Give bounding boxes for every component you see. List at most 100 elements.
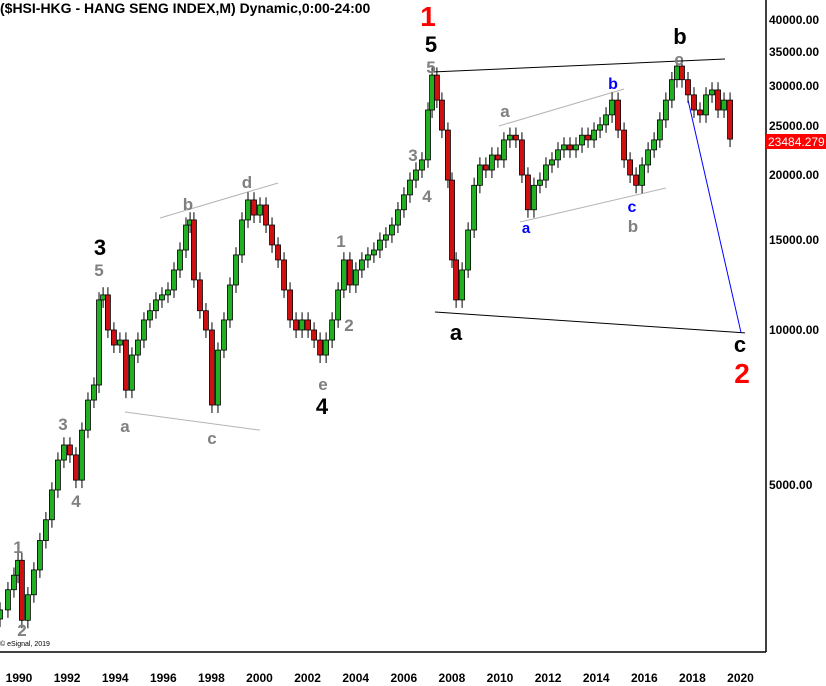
candle bbox=[197, 272, 203, 319]
candle bbox=[483, 157, 489, 179]
trendline bbox=[124, 411, 261, 431]
trendline bbox=[159, 182, 279, 219]
candle bbox=[709, 82, 715, 103]
candle bbox=[191, 212, 197, 288]
candle bbox=[407, 172, 413, 203]
candle bbox=[177, 242, 183, 278]
candle bbox=[395, 202, 401, 234]
candle bbox=[453, 252, 460, 308]
copyright: © eSignal, 2019 bbox=[0, 641, 50, 648]
candle bbox=[11, 567, 17, 598]
candle bbox=[691, 87, 697, 118]
y-tick-label: 15000.00 bbox=[769, 233, 819, 247]
candle bbox=[621, 122, 627, 168]
candle bbox=[549, 152, 555, 173]
last-price: 23484.279 bbox=[768, 135, 825, 149]
candle bbox=[445, 122, 451, 189]
x-tick-label: 2002 bbox=[294, 671, 321, 685]
candle bbox=[531, 177, 537, 218]
x-tick-label: 1990 bbox=[6, 671, 33, 685]
candle bbox=[96, 292, 102, 393]
trendline bbox=[434, 311, 745, 334]
x-tick-label: 1992 bbox=[54, 671, 81, 685]
wave-label: a bbox=[120, 417, 130, 436]
x-tick-label: 2008 bbox=[439, 671, 466, 685]
candle bbox=[79, 422, 85, 489]
candle bbox=[615, 92, 621, 139]
wave-label: 4 bbox=[422, 187, 432, 206]
candle bbox=[501, 132, 507, 168]
wave-label: 1 bbox=[336, 232, 345, 251]
candle bbox=[129, 347, 135, 399]
candle bbox=[123, 332, 129, 399]
candle bbox=[633, 167, 639, 194]
x-tick-label: 2014 bbox=[583, 671, 610, 685]
wave-label: a bbox=[450, 320, 463, 345]
wave-label: b bbox=[183, 195, 193, 214]
candle bbox=[662, 92, 669, 128]
candle bbox=[413, 162, 419, 189]
wave-label: 1 bbox=[420, 1, 436, 32]
x-axis: 1990 1992 1994 1996 1998 2000 2002 2004 2006 2008… bbox=[6, 671, 755, 685]
candle bbox=[495, 147, 501, 168]
candle bbox=[55, 452, 61, 498]
candle bbox=[287, 282, 293, 328]
candle bbox=[135, 332, 141, 364]
candle bbox=[555, 142, 561, 168]
candle bbox=[383, 227, 389, 249]
trendlines bbox=[124, 58, 745, 431]
candle bbox=[471, 177, 478, 238]
last-price-marker: 23484.279 bbox=[766, 134, 826, 149]
candle bbox=[489, 147, 495, 179]
candle bbox=[371, 242, 377, 263]
candle bbox=[419, 152, 425, 179]
candle bbox=[165, 282, 171, 303]
candle bbox=[43, 512, 49, 549]
trendline bbox=[687, 99, 742, 334]
candle bbox=[227, 277, 233, 328]
candle bbox=[329, 312, 336, 349]
candle bbox=[251, 192, 257, 224]
wave-label: b bbox=[673, 24, 686, 49]
wave-label: a bbox=[522, 220, 531, 237]
x-tick-label: 2016 bbox=[631, 671, 658, 685]
candle bbox=[519, 132, 525, 183]
candle bbox=[425, 102, 431, 168]
candle bbox=[721, 92, 727, 118]
candle bbox=[585, 127, 591, 148]
candle bbox=[117, 332, 123, 353]
candle bbox=[317, 332, 323, 364]
candle bbox=[153, 292, 159, 319]
candle bbox=[323, 332, 330, 364]
trendline bbox=[498, 88, 625, 127]
candle bbox=[171, 262, 177, 298]
candle bbox=[561, 137, 567, 158]
candle bbox=[543, 157, 549, 189]
candle bbox=[221, 312, 227, 359]
candle bbox=[340, 252, 347, 298]
candle bbox=[609, 92, 615, 123]
candle bbox=[61, 437, 67, 469]
candle bbox=[0, 602, 3, 627]
candle bbox=[269, 217, 275, 253]
candle bbox=[111, 322, 117, 353]
wave-label: 5 bbox=[425, 32, 437, 57]
candle bbox=[67, 437, 73, 463]
candle bbox=[359, 252, 365, 278]
candle bbox=[105, 287, 111, 338]
wave-label: c bbox=[734, 332, 746, 357]
candle bbox=[275, 237, 281, 268]
candle bbox=[401, 187, 407, 218]
candle bbox=[147, 303, 153, 328]
candle bbox=[668, 72, 675, 109]
candle bbox=[459, 262, 466, 308]
wave-label: c bbox=[674, 50, 683, 69]
candles bbox=[0, 58, 733, 629]
candle bbox=[293, 312, 299, 338]
candle bbox=[49, 482, 55, 528]
y-tick-label: 5000.00 bbox=[769, 478, 813, 492]
x-tick-label: 2018 bbox=[679, 671, 706, 685]
candle bbox=[513, 127, 519, 148]
candle bbox=[476, 157, 483, 194]
